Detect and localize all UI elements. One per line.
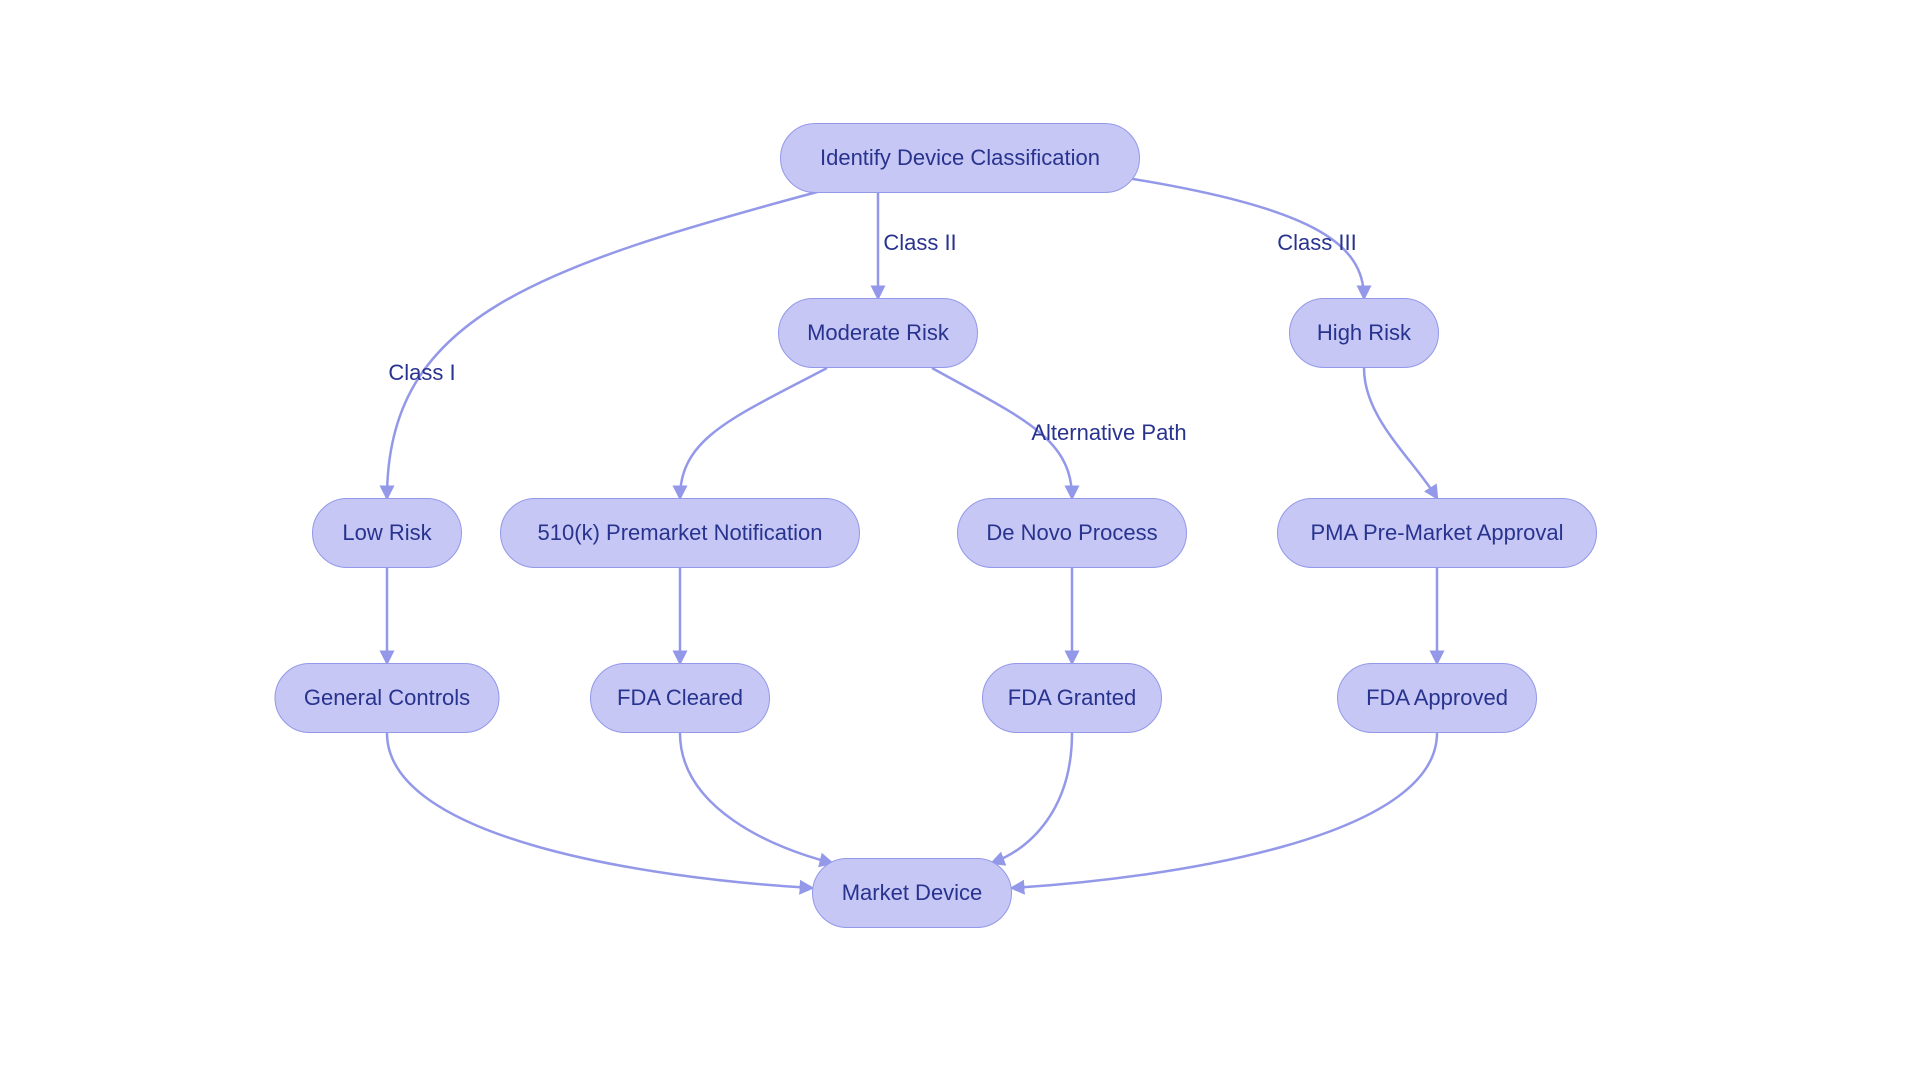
- edge-label-identify-to-moderate: Class II: [883, 230, 956, 256]
- node-label: Moderate Risk: [807, 320, 949, 346]
- node-moderate: Moderate Risk: [778, 298, 978, 368]
- node-label: 510(k) Premarket Notification: [538, 520, 823, 546]
- edge-approved-to-market: [1012, 733, 1437, 888]
- node-label: FDA Cleared: [617, 685, 743, 711]
- node-label: PMA Pre-Market Approval: [1310, 520, 1563, 546]
- node-general: General Controls: [275, 663, 500, 733]
- node-identify: Identify Device Classification: [780, 123, 1140, 193]
- node-label: Identify Device Classification: [820, 145, 1100, 171]
- node-label: FDA Approved: [1366, 685, 1508, 711]
- node-granted: FDA Granted: [982, 663, 1162, 733]
- node-cleared: FDA Cleared: [590, 663, 770, 733]
- node-label: FDA Granted: [1008, 685, 1136, 711]
- edge-label-identify-to-high: Class III: [1277, 230, 1356, 256]
- edge-cleared-to-market: [680, 733, 832, 863]
- edge-high-to-pma: [1364, 368, 1437, 498]
- node-label: High Risk: [1317, 320, 1411, 346]
- node-label: Market Device: [842, 880, 983, 906]
- edge-identify-to-low: [387, 188, 832, 498]
- node-pma: PMA Pre-Market Approval: [1277, 498, 1597, 568]
- edge-moderate-to-k510: [680, 368, 827, 498]
- node-low: Low Risk: [312, 498, 462, 568]
- edge-granted-to-market: [992, 733, 1072, 863]
- edge-identify-to-high: [1127, 178, 1364, 298]
- edge-general-to-market: [387, 733, 812, 888]
- flowchart-canvas: Identify Device Classification Moderate R…: [192, 108, 1728, 972]
- node-market: Market Device: [812, 858, 1012, 928]
- edge-label-moderate-to-denovo: Alternative Path: [1031, 420, 1186, 446]
- edge-moderate-to-denovo: [932, 368, 1072, 498]
- edge-label-identify-to-low: Class I: [388, 360, 455, 386]
- node-label: Low Risk: [342, 520, 431, 546]
- node-approved: FDA Approved: [1337, 663, 1537, 733]
- node-denovo: De Novo Process: [957, 498, 1187, 568]
- node-label: De Novo Process: [986, 520, 1157, 546]
- node-label: General Controls: [304, 685, 470, 711]
- node-k510: 510(k) Premarket Notification: [500, 498, 860, 568]
- node-high: High Risk: [1289, 298, 1439, 368]
